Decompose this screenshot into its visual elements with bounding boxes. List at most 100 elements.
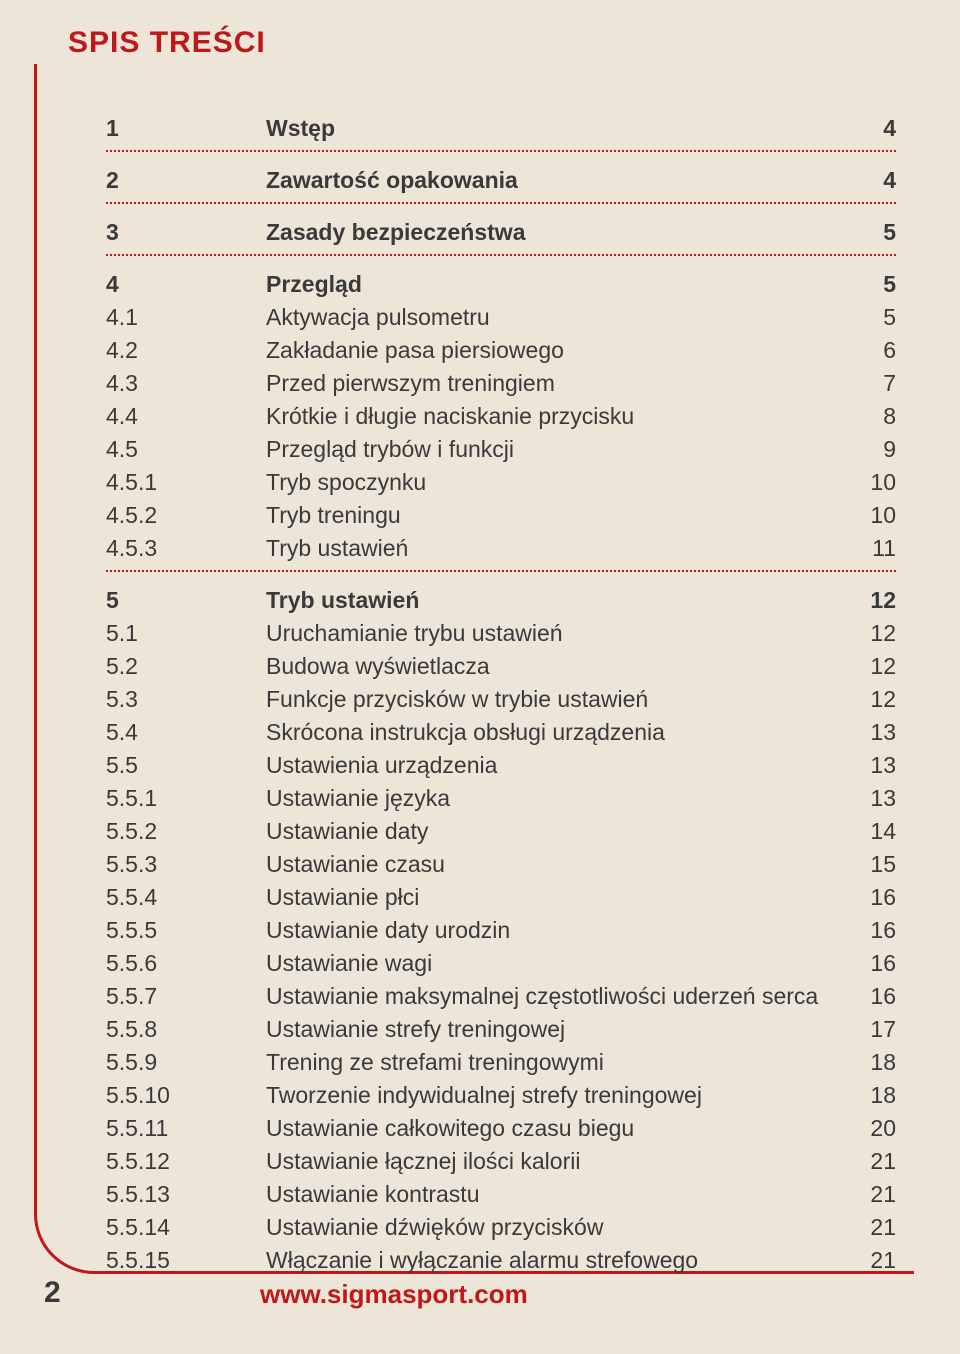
toc-title: Przed pierwszym treningiem — [266, 367, 836, 400]
toc-section-number: 5.5.14 — [106, 1211, 266, 1244]
toc-title: Aktywacja pulsometru — [266, 301, 836, 334]
toc-page: 12 — [836, 650, 896, 683]
toc-page: 21 — [836, 1211, 896, 1244]
toc-row: 5.2Budowa wyświetlacza12 — [106, 650, 896, 683]
toc-section-number: 4.5.1 — [106, 466, 266, 499]
toc-row: 4.1Aktywacja pulsometru5 — [106, 301, 896, 334]
toc-section-number: 5.5 — [106, 749, 266, 782]
toc-section-number: 5.5.13 — [106, 1178, 266, 1211]
toc-page: 7 — [836, 367, 896, 400]
toc-page: 17 — [836, 1013, 896, 1046]
toc-section-number: 5.5.5 — [106, 914, 266, 947]
toc-section-number: 5.4 — [106, 716, 266, 749]
toc-section-number: 5.1 — [106, 617, 266, 650]
toc-row: 5.5.1Ustawianie języka13 — [106, 782, 896, 815]
toc-title: Przegląd trybów i funkcji — [266, 433, 836, 466]
toc-page: 10 — [836, 499, 896, 532]
toc-section-number: 4.3 — [106, 367, 266, 400]
toc-title: Tworzenie indywidualnej strefy treningow… — [266, 1079, 836, 1112]
toc-section-number: 5.5.12 — [106, 1145, 266, 1178]
toc-title: Włączanie i wyłączanie alarmu strefowego — [266, 1244, 836, 1277]
toc-section-number: 5.5.11 — [106, 1112, 266, 1145]
toc-section-number: 4.5.2 — [106, 499, 266, 532]
toc-row: 5.5.2Ustawianie daty14 — [106, 815, 896, 848]
page: SPIS TREŚCI 1Wstęp42Zawartość opakowania… — [0, 0, 960, 1354]
toc-title: Wstęp — [266, 112, 836, 145]
toc-section-number: 4.1 — [106, 301, 266, 334]
toc-title: Ustawianie czasu — [266, 848, 836, 881]
toc-row: 3Zasady bezpieczeństwa5 — [106, 216, 896, 249]
toc-page: 4 — [836, 112, 896, 145]
toc-section-number: 4.4 — [106, 400, 266, 433]
toc-row: 4.5.3Tryb ustawień11 — [106, 532, 896, 565]
toc-page: 11 — [836, 532, 896, 565]
toc-row: 5.5Ustawienia urządzenia13 — [106, 749, 896, 782]
toc-row: 5.4Skrócona instrukcja obsługi urządzeni… — [106, 716, 896, 749]
toc-row: 5.5.15Włączanie i wyłączanie alarmu stre… — [106, 1244, 896, 1277]
toc-row: 4Przegląd5 — [106, 268, 896, 301]
toc-row: 4.5Przegląd trybów i funkcji9 — [106, 433, 896, 466]
toc-title: Skrócona instrukcja obsługi urządzenia — [266, 716, 836, 749]
toc-title: Trening ze strefami treningowymi — [266, 1046, 836, 1079]
toc-title: Tryb treningu — [266, 499, 836, 532]
toc-title: Tryb ustawień — [266, 584, 836, 617]
toc-title: Ustawianie płci — [266, 881, 836, 914]
toc-title: Ustawienia urządzenia — [266, 749, 836, 782]
toc-row: 5Tryb ustawień12 — [106, 584, 896, 617]
toc-row: 5.3Funkcje przycisków w trybie ustawień1… — [106, 683, 896, 716]
toc-page: 21 — [836, 1145, 896, 1178]
toc-title: Ustawianie dźwięków przycisków — [266, 1211, 836, 1244]
toc-row: 5.1Uruchamianie trybu ustawień12 — [106, 617, 896, 650]
toc-section-number: 4 — [106, 268, 266, 301]
toc-title: Tryb spoczynku — [266, 466, 836, 499]
toc-page: 13 — [836, 716, 896, 749]
toc-section-number: 5.5.8 — [106, 1013, 266, 1046]
toc-row: 5.5.9Trening ze strefami treningowymi18 — [106, 1046, 896, 1079]
toc-row: 5.5.14Ustawianie dźwięków przycisków21 — [106, 1211, 896, 1244]
toc-page: 8 — [836, 400, 896, 433]
toc-title: Ustawianie daty — [266, 815, 836, 848]
toc-page: 15 — [836, 848, 896, 881]
toc-title: Krótkie i długie naciskanie przycisku — [266, 400, 836, 433]
toc-section-number: 5.2 — [106, 650, 266, 683]
toc-page: 4 — [836, 164, 896, 197]
toc-page: 5 — [836, 268, 896, 301]
toc-page: 5 — [836, 216, 896, 249]
toc-title: Ustawianie maksymalnej częstotliwości ud… — [266, 980, 836, 1013]
toc-page: 5 — [836, 301, 896, 334]
section-divider — [106, 150, 896, 152]
toc-page: 12 — [836, 584, 896, 617]
section-divider — [106, 254, 896, 256]
page-title: SPIS TREŚCI — [68, 26, 266, 60]
toc-section-number: 5.5.10 — [106, 1079, 266, 1112]
page-number: 2 — [44, 1276, 61, 1310]
toc-page: 18 — [836, 1079, 896, 1112]
toc-section-number: 5.5.1 — [106, 782, 266, 815]
toc-row: 5.5.13Ustawianie kontrastu21 — [106, 1178, 896, 1211]
toc-title: Przegląd — [266, 268, 836, 301]
toc-page: 20 — [836, 1112, 896, 1145]
toc-row: 4.2Zakładanie pasa piersiowego6 — [106, 334, 896, 367]
toc-page: 10 — [836, 466, 896, 499]
toc-row: 4.3Przed pierwszym treningiem7 — [106, 367, 896, 400]
toc-title: Zawartość opakowania — [266, 164, 836, 197]
toc-page: 16 — [836, 881, 896, 914]
toc-title: Budowa wyświetlacza — [266, 650, 836, 683]
toc-row: 5.5.12Ustawianie łącznej ilości kalorii2… — [106, 1145, 896, 1178]
toc-row: 5.5.8Ustawianie strefy treningowej17 — [106, 1013, 896, 1046]
toc-row: 4.4Krótkie i długie naciskanie przycisku… — [106, 400, 896, 433]
toc-title: Zakładanie pasa piersiowego — [266, 334, 836, 367]
toc-page: 16 — [836, 914, 896, 947]
toc-row: 2Zawartość opakowania4 — [106, 164, 896, 197]
toc-section-number: 5 — [106, 584, 266, 617]
toc-section-number: 4.2 — [106, 334, 266, 367]
footer-url: www.sigmasport.com — [260, 1279, 528, 1310]
toc-page: 16 — [836, 980, 896, 1013]
toc-title: Ustawianie strefy treningowej — [266, 1013, 836, 1046]
toc-section-number: 3 — [106, 216, 266, 249]
toc-page: 21 — [836, 1244, 896, 1277]
toc-section-number: 5.5.7 — [106, 980, 266, 1013]
toc-title: Uruchamianie trybu ustawień — [266, 617, 836, 650]
toc-section-number: 5.5.4 — [106, 881, 266, 914]
toc-page: 12 — [836, 617, 896, 650]
